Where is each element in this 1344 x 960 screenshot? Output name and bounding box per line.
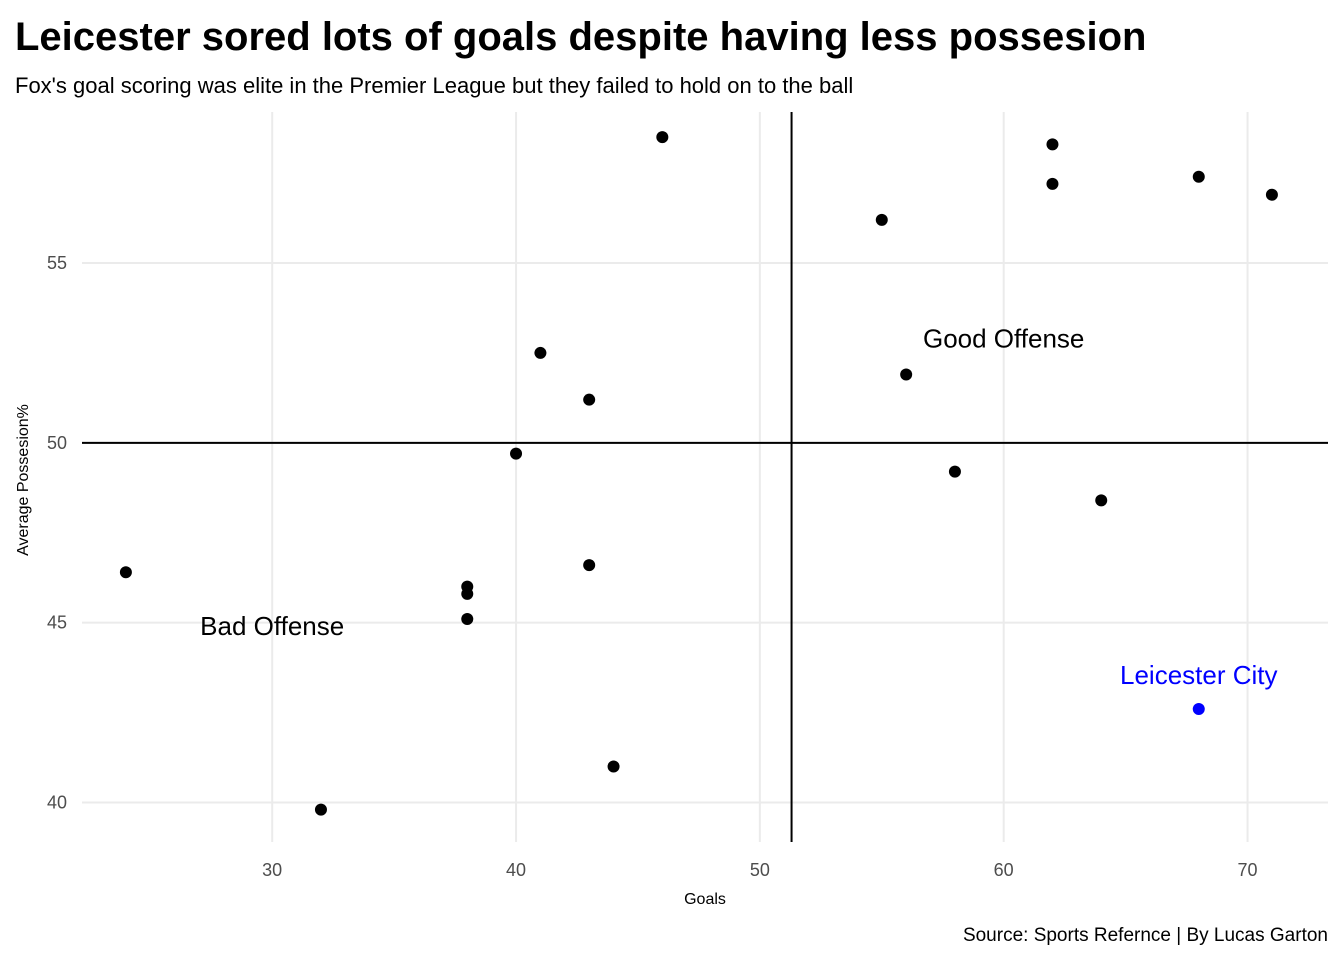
- team-point: [607, 760, 620, 773]
- x-axis-title: Goals: [684, 891, 726, 908]
- team-point: [1046, 177, 1059, 190]
- chart-title: Leicester sored lots of goals despite ha…: [15, 15, 1146, 59]
- chart-caption: Source: Sports Refernce | By Lucas Garto…: [963, 925, 1328, 946]
- x-tick-label: 70: [1238, 860, 1258, 880]
- team-point: [583, 559, 596, 572]
- y-axis-title: Average Possesion%: [15, 404, 32, 556]
- x-tick-label: 30: [262, 860, 282, 880]
- team-point: [1046, 138, 1059, 151]
- team-point: [900, 368, 913, 381]
- team-point: [119, 566, 132, 579]
- y-tick-label: 45: [47, 613, 67, 633]
- reference-lines: [82, 112, 1328, 842]
- highlight-label: Leicester City: [1120, 660, 1278, 690]
- team-point: [656, 131, 669, 144]
- team-point: [1192, 170, 1205, 183]
- y-tick-label: 55: [47, 253, 67, 273]
- tick-labels: 30 40 50 60 70 40 45 50 55: [47, 253, 1258, 880]
- team-point: [461, 587, 474, 600]
- team-point: [461, 613, 474, 626]
- team-point: [510, 447, 523, 460]
- x-tick-label: 40: [506, 860, 526, 880]
- team-point: [1265, 188, 1278, 201]
- team-point: [1095, 494, 1108, 507]
- y-tick-label: 40: [47, 792, 67, 812]
- team-point: [314, 803, 327, 816]
- annotations: Leicester City Good Offense Bad Offense: [200, 324, 1277, 690]
- chart-subtitle: Fox's goal scoring was elite in the Prem…: [15, 73, 853, 98]
- quadrant-annotation: Good Offense: [923, 324, 1084, 354]
- gridlines: [82, 112, 1328, 842]
- x-tick-label: 60: [994, 860, 1014, 880]
- team-point: [583, 393, 596, 406]
- x-tick-label: 50: [750, 860, 770, 880]
- y-tick-label: 50: [47, 433, 67, 453]
- team-point: [948, 465, 961, 478]
- quadrant-annotation: Bad Offense: [200, 611, 344, 641]
- team-point: [534, 346, 547, 359]
- highlight-point: [1192, 702, 1205, 715]
- data-points: [119, 131, 1278, 816]
- team-point: [875, 213, 888, 226]
